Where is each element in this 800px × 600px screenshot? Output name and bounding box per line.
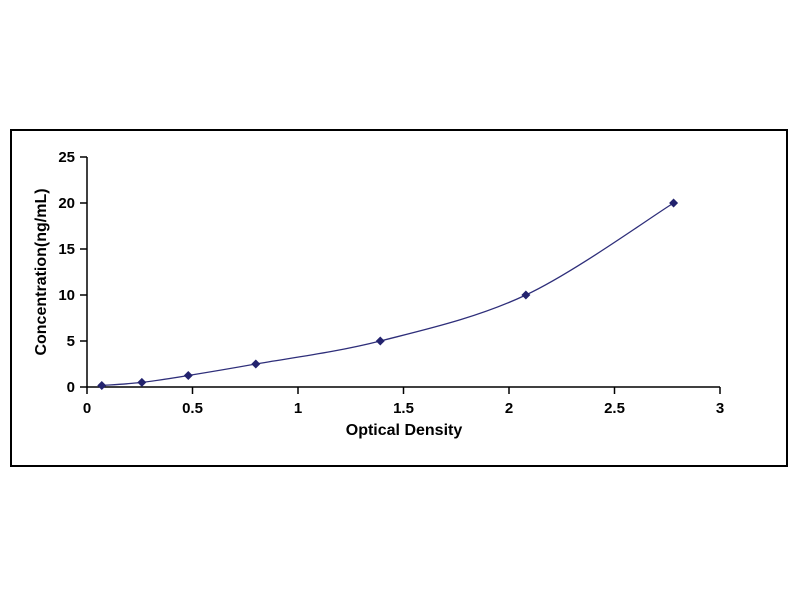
curve-line (101, 202, 674, 387)
data-point-marker (137, 377, 147, 387)
y-tick-label: 15 (58, 241, 75, 258)
y-tick-label: 10 (58, 287, 75, 304)
y-tick-label: 20 (58, 195, 75, 212)
x-tick-label: 1 (294, 400, 302, 417)
data-point-marker (521, 290, 531, 300)
x-tick-label: 2 (505, 400, 513, 417)
chart-frame: 0 5 10 15 20 25 0 0.5 1 1.5 2 2.5 3 Concentration(ng… (10, 129, 788, 467)
x-tick-label: 3 (716, 400, 724, 417)
standard-curve-chart: 0 5 10 15 20 25 0 0.5 1 1.5 2 2.5 3 (58, 149, 724, 417)
x-tick-label: 1.5 (393, 400, 414, 417)
x-tick-label: 0.5 (182, 400, 203, 417)
y-axis-label: Concentration(ng/mL) (33, 188, 50, 356)
data-point-marker (183, 371, 193, 380)
x-tick-label: 2.5 (604, 400, 625, 417)
y-tick-label: 5 (67, 333, 75, 350)
data-point-marker (375, 336, 385, 346)
y-tick-label: 25 (58, 149, 75, 166)
x-axis-label: Optical Density (345, 422, 463, 439)
data-point-marker (669, 198, 679, 208)
data-point-marker (251, 359, 261, 369)
data-point-marker (97, 381, 107, 391)
x-tick-label: 0 (83, 400, 91, 417)
y-tick-label: 0 (67, 379, 75, 396)
